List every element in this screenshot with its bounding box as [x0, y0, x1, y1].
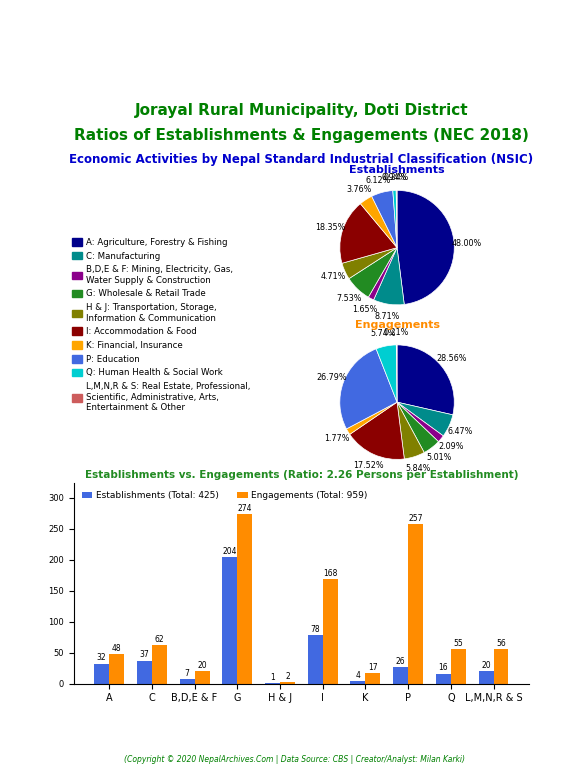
- Text: 17: 17: [368, 663, 377, 672]
- Text: 6.12%: 6.12%: [366, 176, 392, 185]
- Text: 6.47%: 6.47%: [448, 426, 473, 435]
- Wedge shape: [376, 345, 397, 402]
- Wedge shape: [349, 247, 397, 297]
- Bar: [408, 525, 423, 684]
- Text: 1: 1: [270, 673, 275, 682]
- Bar: [238, 514, 252, 684]
- Text: 28.56%: 28.56%: [436, 354, 467, 363]
- Wedge shape: [340, 349, 397, 429]
- Wedge shape: [340, 204, 397, 263]
- Title: Establishments: Establishments: [349, 165, 445, 175]
- Bar: [179, 679, 195, 684]
- Title: Establishments vs. Engagements (Ratio: 2.26 Persons per Establishment): Establishments vs. Engagements (Ratio: 2…: [85, 470, 518, 480]
- Text: 168: 168: [323, 569, 338, 578]
- Legend: Establishments (Total: 425), Engagements (Total: 959): Establishments (Total: 425), Engagements…: [78, 488, 372, 504]
- Text: 1.65%: 1.65%: [353, 306, 378, 314]
- Bar: [152, 645, 167, 684]
- Text: 18.35%: 18.35%: [315, 223, 346, 231]
- Text: 2.09%: 2.09%: [438, 442, 463, 452]
- Text: 257: 257: [408, 514, 423, 523]
- Bar: [436, 674, 451, 684]
- Text: 204: 204: [223, 547, 237, 556]
- Wedge shape: [373, 247, 404, 305]
- Wedge shape: [397, 402, 439, 452]
- Wedge shape: [393, 190, 397, 247]
- Text: 37: 37: [139, 650, 149, 660]
- Bar: [365, 673, 380, 684]
- Wedge shape: [397, 402, 424, 459]
- Bar: [451, 650, 466, 684]
- Text: Jorayal Rural Municipality, Doti District: Jorayal Rural Municipality, Doti Distric…: [135, 104, 468, 118]
- Text: 26: 26: [396, 657, 406, 666]
- Text: 7.53%: 7.53%: [336, 293, 362, 303]
- Bar: [308, 635, 323, 684]
- Bar: [222, 557, 238, 684]
- Text: 274: 274: [238, 504, 252, 512]
- Wedge shape: [360, 197, 397, 247]
- Wedge shape: [372, 190, 397, 247]
- Wedge shape: [396, 190, 397, 247]
- Wedge shape: [368, 247, 397, 300]
- Wedge shape: [397, 190, 455, 304]
- Text: 55: 55: [453, 639, 463, 648]
- Bar: [323, 579, 338, 684]
- Text: 5.74%: 5.74%: [371, 329, 396, 338]
- Text: 20: 20: [197, 661, 207, 670]
- Bar: [479, 671, 493, 684]
- Wedge shape: [397, 402, 453, 436]
- Text: 5.01%: 5.01%: [427, 453, 452, 462]
- Text: 26.79%: 26.79%: [316, 373, 347, 382]
- Text: 0.94%: 0.94%: [381, 174, 407, 182]
- Text: 16: 16: [439, 664, 448, 672]
- Text: Economic Activities by Nepal Standard Industrial Classification (NSIC): Economic Activities by Nepal Standard In…: [69, 153, 533, 166]
- Text: 0.24%: 0.24%: [384, 174, 409, 182]
- Text: 0.21%: 0.21%: [384, 328, 409, 337]
- Bar: [280, 682, 295, 684]
- Text: 56: 56: [496, 638, 506, 647]
- Text: 48.00%: 48.00%: [452, 239, 482, 248]
- Bar: [493, 649, 509, 684]
- Legend: A: Agriculture, Forestry & Fishing, C: Manufacturing, B,D,E & F: Mining, Electri: A: Agriculture, Forestry & Fishing, C: M…: [68, 234, 254, 415]
- Title: Engagements: Engagements: [355, 319, 440, 329]
- Wedge shape: [396, 345, 397, 402]
- Wedge shape: [350, 402, 405, 459]
- Text: Ratios of Establishments & Engagements (NEC 2018): Ratios of Establishments & Engagements (…: [74, 127, 529, 143]
- Wedge shape: [346, 402, 397, 435]
- Text: 8.71%: 8.71%: [374, 312, 399, 321]
- Bar: [393, 667, 408, 684]
- Text: 20: 20: [481, 661, 491, 670]
- Bar: [350, 681, 365, 684]
- Text: 5.84%: 5.84%: [406, 464, 431, 473]
- Bar: [195, 671, 209, 684]
- Text: 32: 32: [97, 654, 106, 663]
- Text: 4: 4: [356, 670, 360, 680]
- Bar: [137, 660, 152, 684]
- Wedge shape: [397, 345, 455, 415]
- Text: 62: 62: [155, 635, 164, 644]
- Text: 1.77%: 1.77%: [325, 434, 350, 442]
- Text: 3.76%: 3.76%: [346, 184, 372, 194]
- Wedge shape: [342, 247, 397, 279]
- Text: 48: 48: [112, 644, 122, 653]
- Bar: [94, 664, 109, 684]
- Text: 17.52%: 17.52%: [353, 462, 384, 470]
- Bar: [109, 654, 124, 684]
- Wedge shape: [397, 402, 443, 442]
- Text: (Copyright © 2020 NepalArchives.Com | Data Source: CBS | Creator/Analyst: Milan : (Copyright © 2020 NepalArchives.Com | Da…: [123, 755, 465, 764]
- Text: 4.71%: 4.71%: [320, 272, 346, 281]
- Text: 7: 7: [185, 669, 189, 678]
- Text: 78: 78: [310, 625, 320, 634]
- Text: 2: 2: [285, 672, 290, 681]
